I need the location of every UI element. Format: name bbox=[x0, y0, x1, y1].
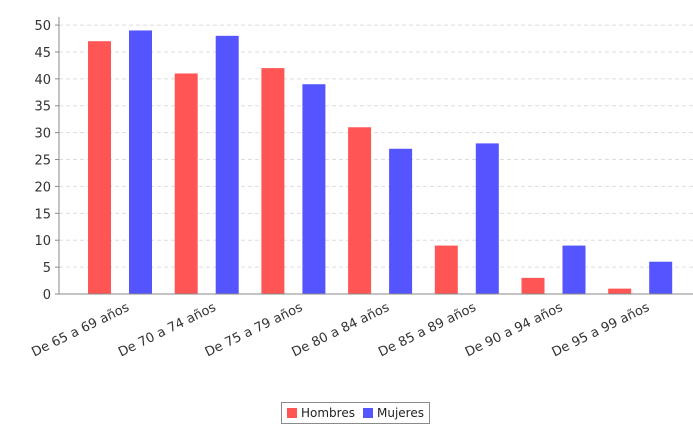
y-tick-label: 25 bbox=[34, 154, 51, 169]
legend-swatch-hombres bbox=[287, 408, 297, 418]
y-tick-label: 35 bbox=[34, 100, 51, 115]
x-category-label: De 65 a 69 años bbox=[29, 300, 132, 360]
x-category-label: De 80 a 84 años bbox=[290, 300, 393, 360]
x-category-label: De 70 a 74 años bbox=[116, 300, 219, 360]
bar-mujeres bbox=[215, 35, 239, 294]
legend-swatch-mujeres bbox=[362, 408, 373, 418]
bar-mujeres bbox=[302, 84, 326, 295]
y-tick-label: 15 bbox=[34, 207, 51, 222]
bar-hombres bbox=[521, 277, 545, 294]
legend-label-mujeres: Mujeres bbox=[376, 406, 424, 420]
y-tick-label: 50 bbox=[34, 19, 51, 34]
y-tick-label: 0 bbox=[43, 288, 51, 303]
plot-area bbox=[59, 17, 692, 294]
legend: Hombres Mujeres bbox=[281, 402, 430, 424]
bar-hombres bbox=[261, 68, 285, 295]
legend-item-mujeres: Mujeres bbox=[362, 406, 424, 420]
bar-hombres bbox=[434, 245, 458, 294]
bar-mujeres bbox=[475, 143, 499, 294]
bar-hombres bbox=[88, 41, 111, 294]
bar-mujeres bbox=[389, 148, 413, 294]
bar-mujeres bbox=[129, 30, 152, 295]
y-tick-label: 40 bbox=[34, 73, 51, 88]
gridlines bbox=[59, 17, 693, 294]
y-tick-label: 45 bbox=[34, 46, 51, 61]
legend-label-hombres: Hombres bbox=[301, 406, 355, 420]
x-category-label: De 85 a 89 años bbox=[376, 300, 479, 360]
bars bbox=[88, 30, 673, 295]
x-category-label: De 90 a 94 años bbox=[463, 300, 566, 360]
x-category-label: De 75 a 79 años bbox=[203, 300, 306, 360]
y-tick-label: 5 bbox=[43, 261, 51, 276]
y-axis: 0 5 10 15 20 25 30 35 40 45 50 bbox=[34, 17, 60, 303]
bar-hombres bbox=[348, 127, 372, 294]
bar-mujeres bbox=[649, 261, 673, 294]
y-tick-label: 30 bbox=[34, 127, 51, 142]
bar-hombres bbox=[174, 73, 198, 294]
legend-item-hombres: Hombres bbox=[287, 406, 355, 420]
x-category-label: De 95 a 99 años bbox=[550, 300, 653, 360]
y-tick-label: 10 bbox=[34, 234, 51, 249]
bar-hombres bbox=[608, 288, 632, 294]
bar-mujeres bbox=[562, 245, 586, 294]
y-tick-label: 20 bbox=[34, 180, 51, 195]
